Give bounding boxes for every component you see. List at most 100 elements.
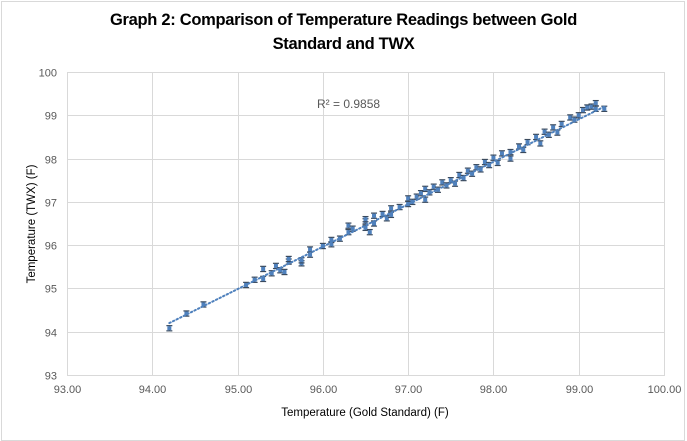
data-marker [261,276,266,281]
data-marker [585,105,590,110]
data-marker [551,125,556,130]
data-marker [329,242,334,247]
data-point [464,167,471,174]
data-marker [555,130,560,135]
data-marker [273,263,278,268]
data-marker [593,106,598,111]
data-marker [397,205,402,210]
data-marker [372,221,377,226]
data-point [430,183,437,190]
data-marker [406,202,411,207]
data-marker [431,184,436,189]
data-point [422,185,429,193]
data-marker [495,160,500,165]
data-marker [602,106,607,111]
data-point [166,325,173,332]
data-point [579,106,586,114]
x-tick-label: 96.00 [310,384,338,396]
data-marker [380,211,385,216]
data-marker [474,165,479,170]
data-marker [363,217,368,222]
y-tick-label: 98 [45,155,57,167]
plot-area-border [67,72,665,376]
data-point [592,99,599,107]
data-marker [184,311,189,316]
data-marker [423,186,428,191]
data-marker [534,134,539,139]
y-tick-label: 94 [45,328,57,340]
data-marker [593,101,598,106]
data-marker [482,160,487,165]
data-marker [286,256,291,261]
x-tick-label: 100.00 [648,384,682,396]
chart-title-line-1: Graph 2: Comparison of Temperature Readi… [110,11,577,29]
plot-border [67,72,665,376]
data-marker [521,147,526,152]
x-axis-ticks: 93.00 94.00 95.00 96.00 97.00 98.00 99.00 100.0… [54,384,682,396]
data-marker [346,230,351,235]
data-point [281,268,288,276]
data-marker [418,191,423,196]
chart-title: Graph 2: Comparison of Temperature Readi… [0,8,687,56]
data-marker [384,216,389,221]
data-marker [517,144,522,149]
data-point [366,228,373,236]
trendline [168,105,606,325]
data-marker [542,129,547,134]
data-marker [589,104,594,109]
data-marker [487,163,492,168]
data-point [498,150,505,157]
data-marker [346,223,351,228]
data-marker [363,225,368,230]
y-tick-label: 96 [45,241,57,253]
data-marker [414,194,419,199]
data-marker [329,237,334,242]
data-point [550,124,557,131]
data-marker [201,302,206,307]
data-point [362,215,369,223]
data-point [537,140,544,147]
data-marker [269,271,274,276]
data-marker [461,176,466,181]
data-marker [389,212,394,217]
data-marker [525,140,530,145]
data-point [439,179,446,186]
data-marker [308,252,313,257]
x-tick-label: 97.00 [395,384,423,396]
data-point [388,205,395,212]
x-tick-label: 93.00 [54,384,82,396]
y-tick-label: 95 [45,284,57,296]
data-marker [576,113,581,118]
data-marker [308,247,313,252]
data-marker [580,108,585,113]
data-point [260,265,267,273]
data-marker [350,226,355,231]
data-marker [282,269,287,274]
data-marker [367,230,372,235]
data-marker [457,173,462,178]
data-marker [406,196,411,201]
data-marker [448,178,453,183]
data-marker [440,180,445,185]
y-tick-label: 100 [39,68,57,80]
data-points [166,99,608,332]
data-point [584,104,591,111]
y-tick-label: 97 [45,198,57,210]
data-point [588,103,595,110]
data-marker [167,326,172,331]
data-point [345,222,352,229]
data-marker [372,213,377,218]
data-marker [453,181,458,186]
data-point [422,196,429,203]
data-marker [559,121,564,126]
x-tick-label: 94.00 [139,384,167,396]
y-axis-ticks: 93 94 95 96 97 98 99 100 [39,68,57,383]
data-point [567,114,574,121]
data-marker [427,190,432,195]
data-point [405,195,412,202]
data-marker [491,155,496,160]
y-tick-label: 99 [45,111,57,123]
x-tick-label: 99.00 [566,384,594,396]
scatter-chart: 93 94 95 96 97 98 99 100 93.00 94.00 95.00 96.00 97… [26,68,682,420]
data-marker [568,115,573,120]
